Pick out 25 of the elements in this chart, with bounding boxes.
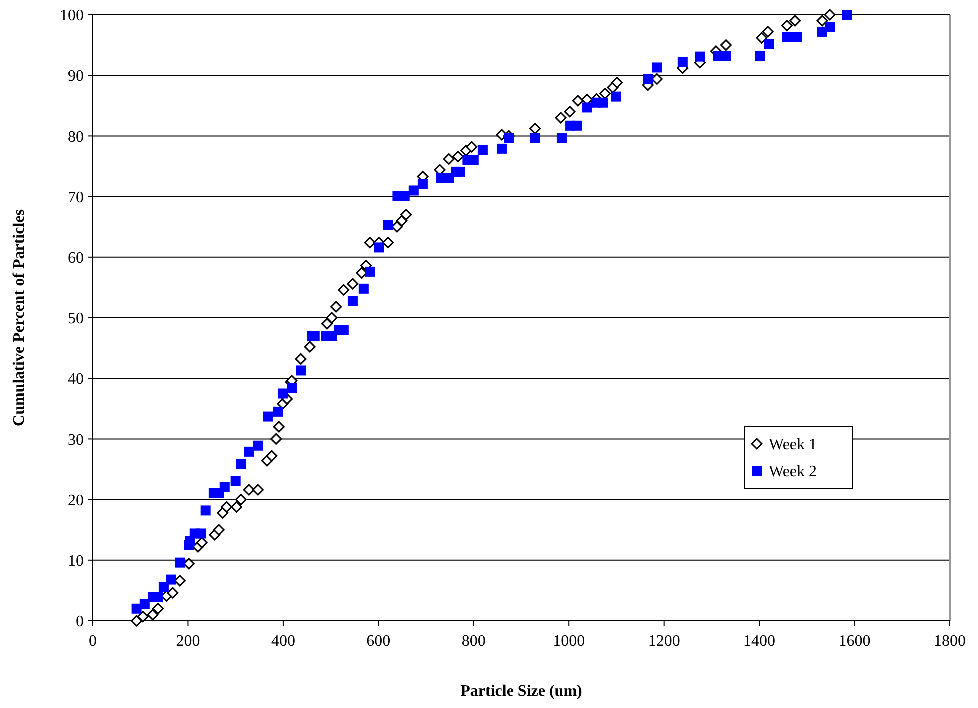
x-tick-label: 0 (89, 633, 97, 650)
x-tick-label: 200 (176, 633, 200, 650)
y-tick-label: 40 (68, 371, 84, 388)
x-tick-label: 1000 (553, 633, 586, 650)
x-axis-title: Particle Size (um) (460, 683, 582, 700)
legend-label: Week 1 (769, 436, 818, 454)
y-axis-title: Cumulative Percent of Particles (11, 210, 28, 426)
y-tick-label: 50 (68, 310, 84, 328)
y-tick-label: 10 (68, 553, 84, 570)
y-tick-label: 60 (68, 250, 84, 267)
x-tick-label: 800 (462, 633, 486, 650)
y-tick-label: 70 (68, 189, 84, 206)
y-tick-label: 30 (68, 432, 84, 449)
x-tick-label: 400 (271, 633, 296, 650)
y-tick-label: 80 (68, 128, 84, 146)
y-tick-label: 100 (60, 8, 84, 25)
legend-label: Week 2 (769, 464, 818, 481)
y-tick-label: 20 (68, 492, 84, 510)
x-tick-label: 1200 (648, 633, 680, 650)
x-tick-label: 1600 (838, 633, 871, 650)
x-tick-label: 1800 (934, 633, 966, 650)
y-tick-label: 0 (76, 614, 84, 631)
x-tick-label: 600 (366, 633, 391, 650)
y-tick-label: 90 (68, 68, 84, 86)
x-tick-label: 1400 (744, 633, 776, 650)
